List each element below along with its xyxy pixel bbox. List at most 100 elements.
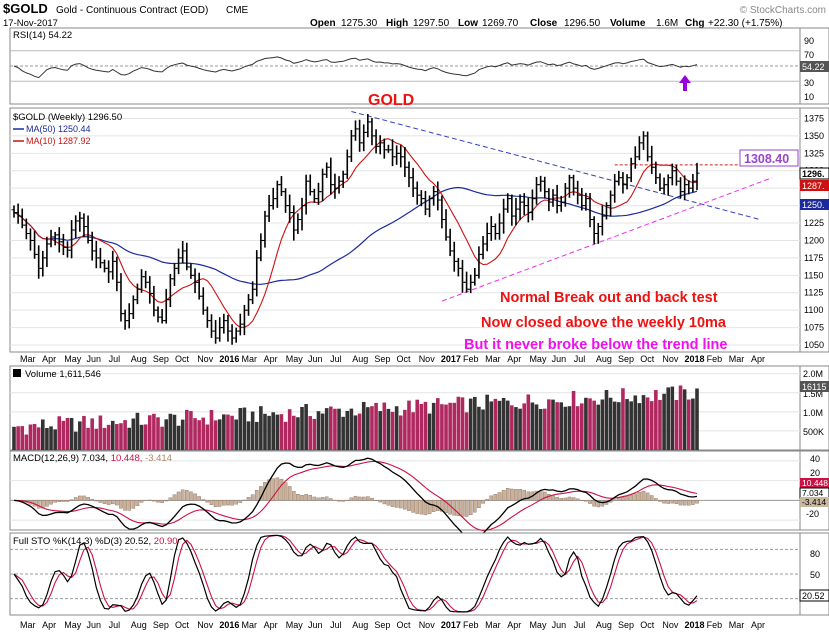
volume-bar — [283, 421, 288, 450]
macd-hist-bar — [497, 492, 502, 501]
price-panel: 1375135013251300127512501225120011751150… — [9, 92, 829, 353]
volume-bars — [12, 385, 699, 450]
macd-hist-bar — [115, 500, 119, 506]
x-axis-label: Sep — [374, 354, 390, 364]
sto-d-line — [13, 534, 698, 613]
rsi-tick: 30 — [804, 78, 814, 88]
macd-hist-bar — [279, 478, 284, 501]
volume-panel: Volume 1,611,546 2.0M 1.5M 1.0M 500K 161… — [9, 365, 829, 451]
volume-bar — [102, 427, 107, 450]
volume-legend-swatch — [13, 369, 21, 377]
price-grid — [10, 117, 800, 346]
volume-bar — [110, 420, 115, 450]
ma50-legend: MA(50) 1250.44 — [26, 124, 91, 134]
volume-bar — [69, 417, 74, 450]
x-axis-label: Apr — [751, 354, 765, 364]
volume-bar — [617, 402, 621, 450]
macd-hist-bar — [61, 500, 66, 502]
macd-hist-bar — [353, 495, 358, 501]
ma10-tag — [800, 180, 829, 191]
macd-hist-bar — [205, 500, 210, 503]
volume-bar — [246, 421, 251, 450]
macd-hist-bar — [287, 486, 292, 501]
macd-hist-bar — [612, 499, 617, 501]
macd-hist-bar — [411, 500, 415, 513]
volume-bar — [193, 418, 197, 450]
volume-bar — [73, 431, 78, 450]
macd-legend-signal: 10.448, — [111, 453, 143, 464]
rsi-panel: RSI(14) 54.22 90 70 50 30 10 54.22 — [9, 27, 829, 105]
rsi-tick: 10 — [804, 92, 814, 102]
volume-bar — [464, 412, 469, 450]
price-tick-label: 1225 — [804, 218, 824, 228]
macd-hist-bar — [592, 500, 596, 507]
macd-hist-bar — [633, 493, 638, 501]
macd-hist-bar — [341, 500, 345, 502]
macd-legend: MACD(12,26,9) 7.034, 10.448, -3.414 — [13, 453, 172, 464]
volume-axis-frame — [799, 365, 829, 451]
volume-bar — [563, 406, 568, 450]
price-tick-label: 1050 — [804, 340, 824, 350]
volume-bar — [139, 424, 144, 450]
macd-hist-bar — [464, 500, 469, 517]
macd-hist-bar — [473, 500, 477, 513]
price-tick-label: 1200 — [804, 235, 824, 245]
volume-bar — [254, 421, 259, 450]
macd-hist-bar — [526, 491, 531, 501]
volume-bar — [633, 395, 638, 450]
macd-hist-bar — [695, 500, 699, 504]
macd-hist-bar — [168, 497, 173, 501]
x-axis-label: Oct — [640, 620, 655, 630]
macd-hist-bar — [658, 500, 662, 502]
macd-hist-bar — [518, 489, 522, 501]
volume-bar — [226, 414, 230, 450]
volume-bar — [164, 419, 169, 450]
chart-header: $GOLD Gold - Continuous Contract (EOD) C… — [3, 1, 826, 29]
macd-hist-bar — [324, 496, 329, 501]
price-tick-label: 1325 — [804, 148, 824, 158]
chart-date: 17-Nov-2017 — [3, 18, 58, 29]
volume-bar — [596, 404, 601, 450]
ohlc-bar — [694, 162, 700, 191]
volume-bar — [259, 406, 263, 450]
volume-bar — [90, 418, 94, 450]
macd-hist-bar — [386, 500, 391, 506]
x-axis-label: Aug — [131, 620, 147, 630]
x-axis-label: Jun — [86, 620, 101, 630]
volume-bar — [238, 408, 243, 450]
volume-bar — [431, 402, 436, 450]
macd-hist-bar — [666, 500, 670, 504]
macd-hist-bar — [522, 489, 526, 501]
volume-bar — [497, 400, 502, 450]
macd-hist-bar — [98, 500, 103, 503]
x-axis-label: Apr — [42, 620, 56, 630]
macd-hist-bar — [357, 496, 362, 501]
macd-hist-bar — [217, 500, 222, 507]
macd-hist-bar — [645, 492, 650, 501]
volume-bar — [57, 416, 62, 450]
volume-bar — [312, 418, 317, 450]
x-axis-label: Jul — [330, 620, 342, 630]
macd-tick: 20 — [810, 468, 820, 478]
volume-bar — [275, 414, 280, 450]
volume-bar — [119, 423, 123, 450]
x-axis-label: Feb — [707, 620, 723, 630]
volume-bar — [353, 415, 358, 450]
macd-hist-bar — [584, 500, 588, 502]
volume-bar — [287, 409, 292, 450]
x-axis-label: Nov — [197, 354, 214, 364]
macd-hist-bar — [481, 500, 485, 504]
macd-tag-text: 7.034 — [802, 488, 824, 498]
macd-hist-bar — [238, 500, 243, 503]
macd-hist-bar — [662, 500, 666, 504]
macd-hist-bar — [510, 488, 514, 501]
macd-hist-bar — [291, 491, 296, 501]
volume-bar — [604, 390, 609, 450]
ma50-tag-text: 1250. — [802, 200, 825, 210]
macd-hist-bar — [637, 492, 642, 501]
macd-panel: MACD(12,26,9) 7.034, 10.448, -3.414 40 2… — [9, 450, 829, 541]
volume-bar — [538, 408, 543, 450]
volume-bar — [534, 404, 539, 450]
volume-bar — [349, 408, 354, 450]
volume-bar — [579, 403, 584, 450]
